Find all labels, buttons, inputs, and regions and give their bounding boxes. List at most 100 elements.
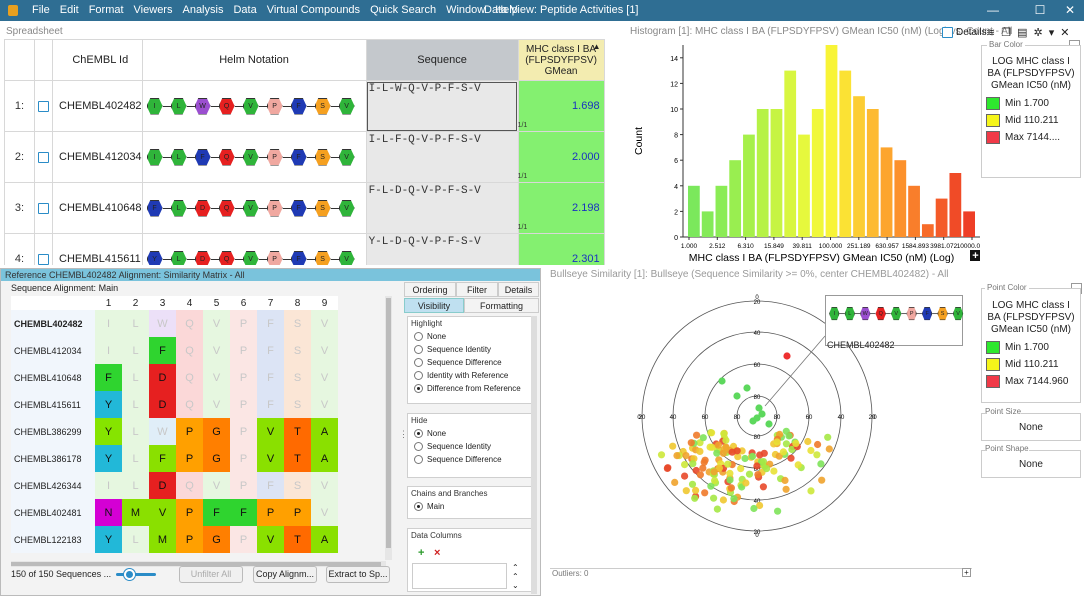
bullseye-point[interactable] (724, 460, 732, 468)
bullseye-point[interactable] (719, 496, 727, 504)
matrix-cell[interactable]: S (284, 364, 311, 391)
matrix-cell[interactable]: V (149, 499, 176, 526)
matrix-cell[interactable]: P (230, 526, 257, 553)
bullseye-point[interactable] (696, 447, 704, 455)
matrix-row-label[interactable]: CHEMBL386178 (11, 445, 95, 472)
matrix-row-label[interactable]: CHEMBL412034 (11, 337, 95, 364)
bullseye-point[interactable] (708, 443, 716, 451)
histogram-bar[interactable] (770, 109, 783, 237)
bullseye-point[interactable] (699, 464, 707, 472)
bullseye-point[interactable] (782, 485, 790, 493)
bullseye-point[interactable] (792, 439, 800, 447)
bullseye-point[interactable] (707, 482, 715, 490)
table-row[interactable]: 4: CHEMBL415611 Y L D Q V P F S V Y-L-D-Q-V-P-F-S-V… (4, 233, 605, 265)
sort-asc-icon[interactable]: ▲ (592, 42, 601, 51)
histogram-chart[interactable]: 0 2 4 6 8 10 12 14 1.000 2.512 6.310 15.849 39.811 10… (628, 39, 980, 264)
remove-column-icon[interactable]: × (434, 547, 441, 559)
bullseye-point[interactable] (755, 404, 763, 412)
bullseye-point[interactable] (824, 433, 832, 441)
matrix-cell[interactable]: L (122, 445, 149, 472)
matrix-cell[interactable]: P (230, 418, 257, 445)
matrix-cell[interactable]: P (257, 499, 284, 526)
helm-notation-header[interactable]: Helm Notation (141, 39, 367, 81)
histogram-bar[interactable] (743, 134, 755, 237)
histogram-bar[interactable] (729, 160, 742, 237)
tab-visibility[interactable]: Visibility (404, 298, 464, 313)
bullseye-point[interactable] (748, 452, 757, 460)
zoom-slider-thumb[interactable] (124, 569, 135, 580)
histogram-bar[interactable] (701, 211, 714, 237)
bullseye-point[interactable] (754, 471, 762, 479)
radio-option[interactable]: Sequence Difference (408, 356, 533, 369)
bullseye-point[interactable] (787, 454, 795, 462)
bullseye-point[interactable] (726, 469, 734, 477)
radio-icon[interactable] (414, 371, 423, 380)
chembl-id[interactable]: CHEMBL402482 (52, 80, 143, 132)
histogram-bar[interactable] (756, 109, 769, 237)
position-header[interactable]: 1 (95, 296, 122, 310)
sequence-cell[interactable]: I-L-W-Q-V-P-F-S-V 1/1 (365, 80, 527, 132)
matrix-cell[interactable]: F (149, 337, 176, 364)
histogram-bar[interactable] (921, 224, 934, 237)
table-row[interactable]: 3: CHEMBL410648 F L D Q V P F S V F-L-D-Q-V-P-F-S-V… (4, 182, 605, 234)
bullseye-point[interactable] (742, 479, 750, 487)
matrix-cell[interactable]: D (149, 391, 176, 418)
menu-window[interactable]: Window (446, 4, 486, 16)
bullseye-point[interactable] (759, 458, 768, 466)
bullseye-point[interactable] (783, 352, 791, 360)
unfilter-all-button[interactable]: Unfilter All (179, 566, 243, 583)
matrix-cell[interactable]: F (257, 391, 284, 418)
menu-file[interactable]: File (32, 4, 50, 16)
matrix-cell[interactable]: P (230, 445, 257, 472)
bullseye-point[interactable] (682, 452, 690, 460)
matrix-cell[interactable]: T (284, 445, 311, 472)
sequence-cell[interactable]: Y-L-D-Q-V-P-F-S-V (365, 233, 519, 265)
add-column-icon[interactable]: + (418, 547, 425, 559)
menu-data[interactable]: Data (233, 4, 257, 16)
legend-item[interactable]: Max 7144.960 (982, 374, 1080, 389)
bullseye-point[interactable] (715, 464, 723, 472)
bullseye-point[interactable] (718, 377, 726, 385)
matrix-row[interactable]: CHEMBL402482 I L W Q V P F S V (11, 310, 338, 337)
bullseye-point[interactable] (710, 494, 718, 502)
radio-option[interactable]: Sequence Identity (408, 440, 533, 453)
matrix-cell[interactable]: Y (95, 418, 122, 445)
legend-item[interactable]: Max 7144.... (982, 130, 1080, 145)
bullseye-point[interactable] (733, 392, 741, 400)
bullseye-point[interactable] (714, 441, 722, 449)
matrix-row-label[interactable]: CHEMBL402482 (11, 310, 95, 337)
bullseye-point[interactable] (726, 476, 734, 484)
matrix-row-label[interactable]: CHEMBL386299 (11, 418, 95, 445)
matrix-scrollbar[interactable] (385, 296, 392, 560)
bullseye-point[interactable] (788, 445, 796, 454)
bullseye-point[interactable] (673, 452, 681, 460)
menu-analysis[interactable]: Analysis (182, 4, 224, 16)
radio-option[interactable]: Difference from Reference (408, 382, 533, 395)
matrix-cell[interactable]: P (230, 310, 257, 337)
histogram-bar[interactable] (715, 185, 728, 237)
matrix-cell[interactable]: Q (176, 310, 203, 337)
bullseye-point[interactable] (818, 476, 826, 484)
bullseye-point[interactable] (689, 460, 697, 468)
histogram-bar[interactable] (825, 45, 838, 237)
zoom-slider[interactable] (116, 569, 156, 580)
radio-icon[interactable] (414, 332, 423, 341)
matrix-cell[interactable]: Q (176, 337, 203, 364)
matrix-cell[interactable]: V (257, 418, 284, 445)
matrix-cell[interactable]: I (95, 472, 122, 499)
seq-alignment-value[interactable]: Main (98, 283, 119, 293)
matrix-cell[interactable]: F (203, 499, 230, 526)
matrix-row[interactable]: CHEMBL402481 N M V P F F P P V (11, 499, 338, 526)
matrix-cell[interactable]: V (311, 391, 338, 418)
bullseye-point[interactable] (663, 464, 671, 472)
bullseye-point[interactable] (773, 438, 781, 446)
radio-icon[interactable] (414, 384, 423, 393)
bullseye-point[interactable] (781, 476, 789, 484)
tab-formatting[interactable]: Formatting (464, 298, 539, 313)
matrix-cell[interactable]: A (311, 418, 338, 445)
chembl-id[interactable]: CHEMBL412034 (52, 131, 143, 183)
matrix-cell[interactable]: F (257, 310, 284, 337)
matrix-scroll-thumb[interactable] (386, 298, 391, 548)
matrix-cell[interactable]: P (284, 499, 311, 526)
